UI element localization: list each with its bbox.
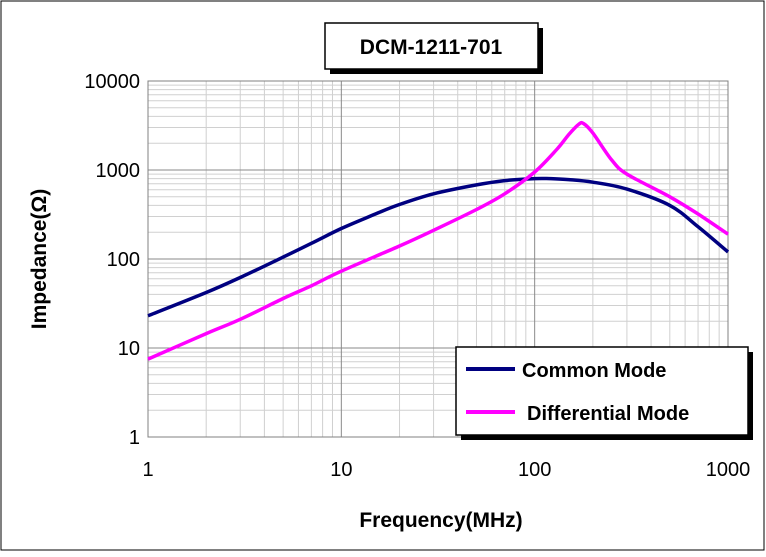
- y-tick-label: 1000: [96, 160, 141, 182]
- y-tick-label: 100: [107, 249, 140, 271]
- y-tick-label: 1: [129, 427, 140, 449]
- title-box: DCM-1211-701: [324, 22, 543, 74]
- chart-title: DCM-1211-701: [360, 36, 503, 59]
- y-tick-label: 10000: [84, 71, 140, 93]
- plot-border: [147, 80, 729, 438]
- series-line-common-mode: [147, 176, 730, 318]
- y-axis-label: Impedance(Ω): [28, 189, 51, 330]
- x-tick-label: 100: [518, 459, 551, 481]
- legend-frame: [455, 346, 749, 436]
- legend-label-common-mode: Common Mode: [522, 360, 666, 382]
- series-layer: [147, 120, 730, 361]
- x-axis-label: Frequency(MHz): [359, 509, 522, 532]
- x-tick-label: 1000: [706, 459, 751, 481]
- legend: Common Mode Differential Mode: [455, 346, 753, 440]
- title-box-frame: [324, 22, 539, 70]
- tick-labels: 1 10 100 1000 1 10 100 1000 10000: [84, 71, 750, 481]
- y-tick-label: 10: [118, 338, 140, 360]
- x-tick-label: 10: [330, 459, 352, 481]
- x-tick-label: 1: [142, 459, 153, 481]
- legend-label-differential-mode: Differential Mode: [527, 403, 689, 425]
- series-line-differential-mode: [147, 120, 729, 361]
